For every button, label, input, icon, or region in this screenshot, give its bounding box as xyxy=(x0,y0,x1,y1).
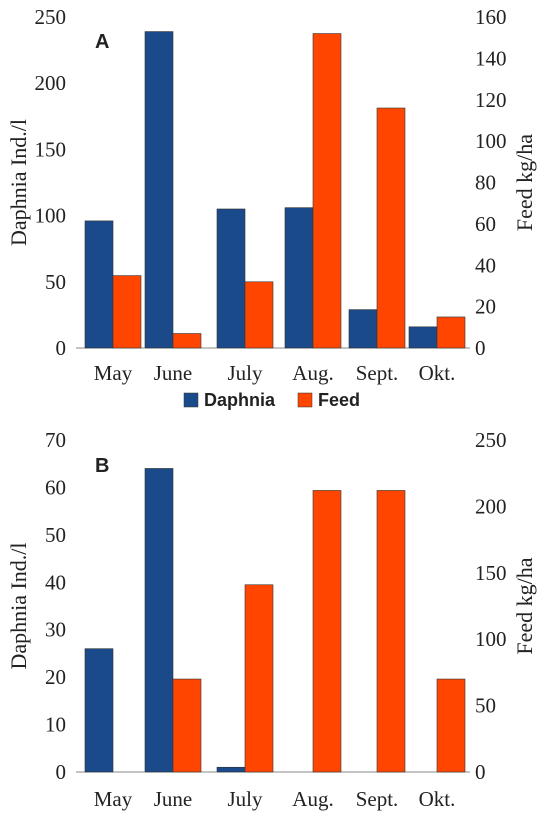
x-tick-label: Sept. xyxy=(356,361,399,385)
y-left-tick-label: 150 xyxy=(35,137,67,161)
y-right-tick-label: 80 xyxy=(475,171,496,195)
y-right-axis-title: Feed kg/ha xyxy=(512,557,537,654)
bar-daphnia-sept xyxy=(348,309,378,349)
x-tick-label: May xyxy=(94,787,133,811)
bar-feed-june xyxy=(172,678,202,773)
bar-feed-okt xyxy=(436,678,466,773)
legend-label-feed: Feed xyxy=(318,390,360,410)
bar-feed-july xyxy=(244,584,274,773)
y-left-tick-label: 0 xyxy=(56,760,67,784)
bar-feed-sept xyxy=(376,107,406,349)
bar-daphnia-june xyxy=(144,31,174,349)
bar-feed-sept xyxy=(376,490,406,773)
y-right-tick-label: 100 xyxy=(475,129,507,153)
y-right-tick-label: 0 xyxy=(475,336,486,360)
y-right-tick-label: 140 xyxy=(475,46,507,70)
legend-swatch-daphnia xyxy=(183,392,199,408)
bar-feed-may xyxy=(112,275,142,349)
y-left-tick-label: 100 xyxy=(35,204,67,228)
y-left-axis-title: Daphnia Ind./l xyxy=(6,542,31,669)
y-right-tick-label: 250 xyxy=(475,428,507,452)
y-left-tick-label: 30 xyxy=(45,618,66,642)
panel-b: 0 10 20 30 40 50 60 70 0 50 100 150 200 250 May June Jul… xyxy=(6,428,537,811)
x-tick-label: July xyxy=(227,361,263,385)
y-left-tick-label: 10 xyxy=(45,713,66,737)
bar-feed-aug xyxy=(312,490,342,773)
y-left-tick-label: 250 xyxy=(35,5,67,29)
y-left-tick-label: 50 xyxy=(45,523,66,547)
x-tick-label: Sept. xyxy=(356,787,399,811)
y-right-tick-label: 60 xyxy=(475,212,496,236)
x-tick-label: May xyxy=(94,361,133,385)
bar-feed-okt xyxy=(436,316,466,349)
panel-a: 0 50 100 150 200 250 0 20 40 60 80 100 120 140 160 May J… xyxy=(6,5,537,410)
legend: Daphnia Feed xyxy=(183,390,360,410)
y-left-tick-label: 60 xyxy=(45,475,66,499)
y-right-tick-label: 20 xyxy=(475,295,496,319)
y-right-tick-label: 150 xyxy=(475,561,507,585)
y-left-tick-label: 20 xyxy=(45,665,66,689)
bar-daphnia-may xyxy=(84,648,114,773)
bar-feed-july xyxy=(244,281,274,349)
panel-label: A xyxy=(95,31,109,53)
x-tick-label: Aug. xyxy=(292,787,333,811)
y-left-tick-label: 40 xyxy=(45,570,66,594)
x-tick-label: Okt. xyxy=(419,787,456,811)
x-tick-label: June xyxy=(154,787,193,811)
x-tick-label: July xyxy=(227,787,263,811)
y-left-tick-label: 200 xyxy=(35,71,67,95)
y-right-tick-label: 40 xyxy=(475,253,496,277)
bar-daphnia-aug xyxy=(284,207,314,349)
legend-label-daphnia: Daphnia xyxy=(204,390,276,410)
bar-daphnia-okt xyxy=(408,326,438,349)
y-left-tick-label: 50 xyxy=(45,270,66,294)
panel-label: B xyxy=(95,455,109,477)
x-tick-label: Aug. xyxy=(292,361,333,385)
y-right-tick-label: 100 xyxy=(475,627,507,651)
legend-swatch-feed xyxy=(297,392,313,408)
y-right-axis-title: Feed kg/ha xyxy=(512,134,537,231)
y-left-tick-label: 0 xyxy=(56,336,67,360)
bar-feed-aug xyxy=(312,33,342,349)
y-right-tick-label: 50 xyxy=(475,694,496,718)
bar-daphnia-july xyxy=(216,208,246,349)
y-left-axis-title: Daphnia Ind./l xyxy=(6,119,31,246)
x-tick-label: June xyxy=(154,361,193,385)
bar-daphnia-may xyxy=(84,220,114,349)
x-tick-label: Okt. xyxy=(419,361,456,385)
y-left-tick-label: 70 xyxy=(45,428,66,452)
y-right-tick-label: 200 xyxy=(475,494,507,518)
bar-daphnia-july xyxy=(216,766,246,773)
bar-daphnia-june xyxy=(144,468,174,773)
y-right-tick-label: 120 xyxy=(475,88,507,112)
bar-feed-june xyxy=(172,333,202,349)
y-right-tick-label: 160 xyxy=(475,5,507,29)
y-right-tick-label: 0 xyxy=(475,760,486,784)
